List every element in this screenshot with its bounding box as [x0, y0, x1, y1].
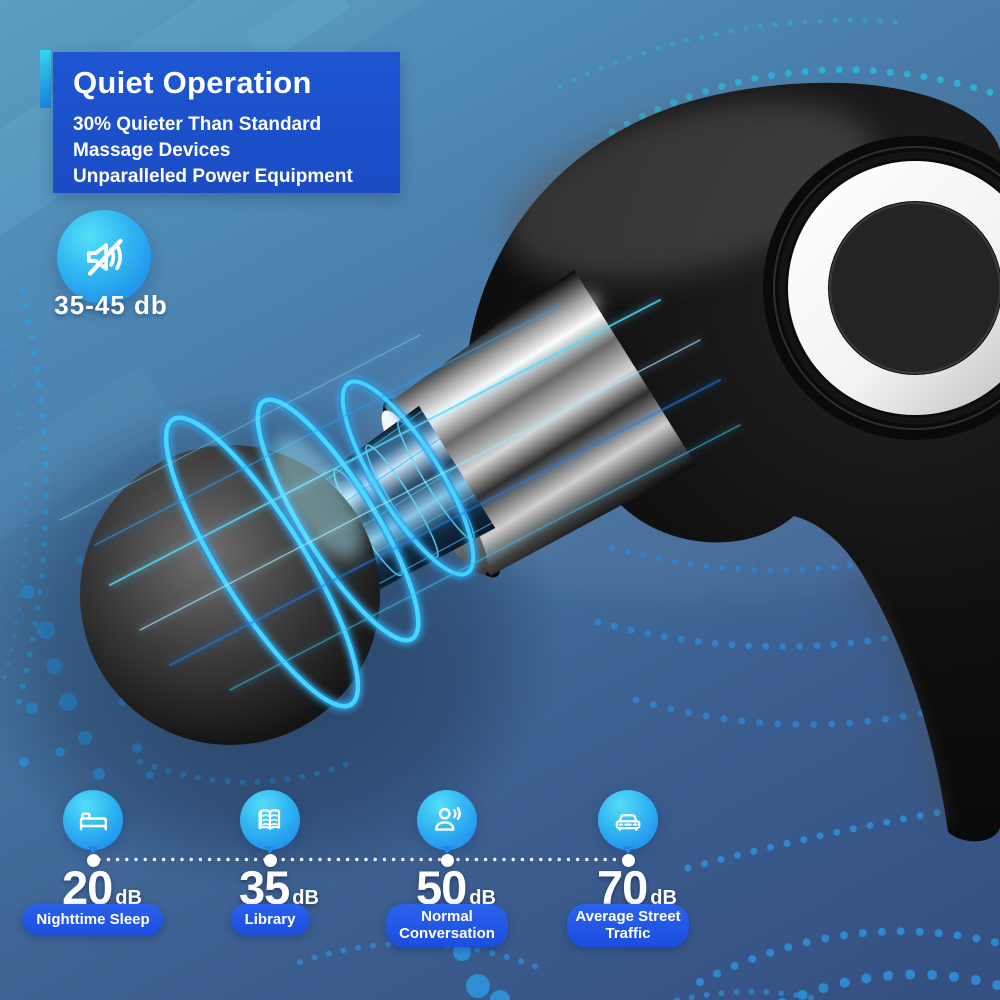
car-icon [615, 814, 641, 832]
glow-rings [161, 377, 478, 711]
milestone-pointer [441, 846, 453, 854]
milestone-20db: 20 dB Nighttime Sleep [8, 788, 178, 958]
decibel-value: 50 dB [416, 861, 496, 914]
milestone-label: Average Street Traffic [567, 904, 689, 947]
decibel-value: 20 dB [62, 861, 142, 914]
banner-accent-bar [40, 50, 51, 108]
person-talking-icon [435, 807, 461, 831]
scale-marker-dot [86, 854, 100, 867]
decibel-scale-line [88, 857, 632, 862]
milestone-50db: 50 dB Normal Conversation [362, 788, 532, 958]
gun-face-ring [763, 136, 1000, 440]
milestone-pointer [264, 846, 276, 854]
banner-line: Massage Devices [73, 140, 231, 161]
bed-icon [79, 812, 107, 831]
milestone-label: Normal Conversation [386, 904, 508, 947]
milestone-pointer [622, 846, 634, 854]
banner-line: Unparalleled Power Equipment [73, 166, 353, 187]
banner-subtitle: 30% Quieter Than Standard Massage Device… [73, 112, 380, 190]
open-book-icon [258, 809, 281, 830]
noise-level-badge [57, 210, 151, 304]
massage-gun [59, 82, 1000, 842]
scale-marker-dot [621, 854, 635, 867]
muted-speaker-icon [78, 231, 130, 283]
scale-marker-dot [440, 854, 454, 867]
page-title: Quiet Operation [73, 65, 312, 100]
banner-line: 30% Quieter Than Standard [73, 114, 322, 135]
motion-streaks [59, 299, 741, 691]
decibel-value: 35 dB [239, 861, 319, 914]
milestone-pointer [87, 846, 99, 854]
milestone-35db: 35 dB Library [185, 788, 355, 958]
scale-marker-dot [263, 854, 277, 867]
noise-level-label: 35-45 db [54, 290, 168, 320]
milestone-label: Library [230, 904, 310, 936]
decibel-value: 70 dB [597, 861, 677, 914]
headline-banner: Quiet Operation 30% Quieter Than Standar… [53, 52, 400, 193]
milestone-70db: 70 dB Average Street Traffic [543, 788, 713, 958]
milestone-label: Nighttime Sleep [22, 904, 164, 936]
